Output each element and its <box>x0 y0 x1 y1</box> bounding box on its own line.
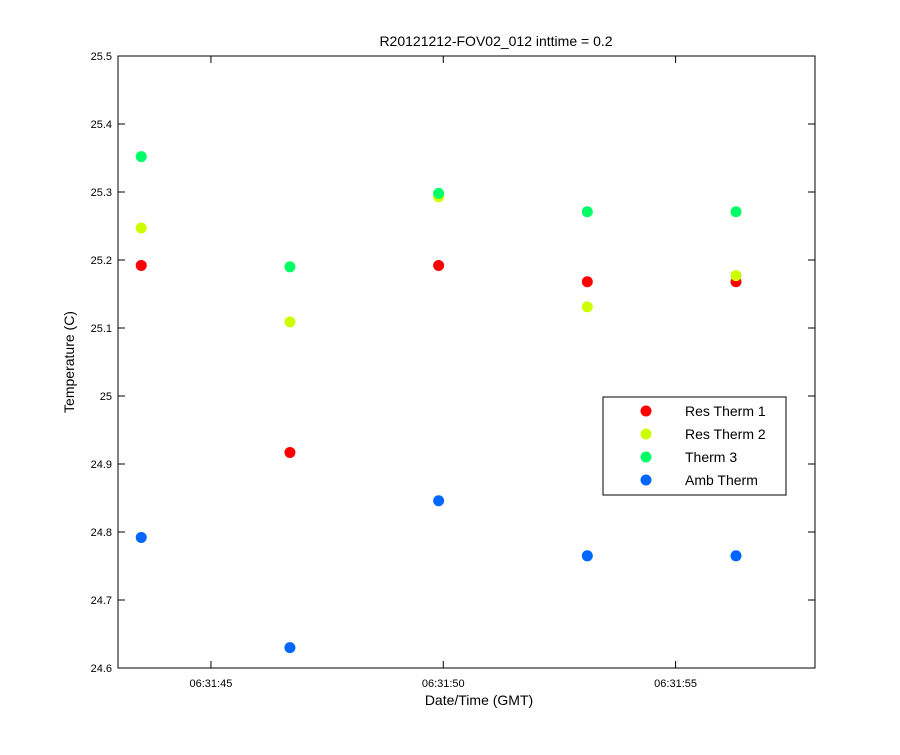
data-point <box>284 642 296 654</box>
y-axis-label: Temperature (C) <box>61 311 77 413</box>
y-tick-label: 25.5 <box>91 51 112 63</box>
x-tick-label: 06:31:55 <box>654 678 697 690</box>
y-tick-label: 24.6 <box>91 663 112 675</box>
x-tick-label: 06:31:45 <box>190 678 233 690</box>
data-point <box>730 270 742 282</box>
data-point <box>284 261 296 273</box>
data-point <box>433 259 445 271</box>
x-axis-ticks: 06:31:45 06:31:50 06:31:55 <box>190 56 697 690</box>
data-point <box>581 550 593 562</box>
data-point <box>730 550 742 562</box>
legend-label: Amb Therm <box>685 472 758 488</box>
legend-marker <box>640 405 652 417</box>
legend: Res Therm 1 Res Therm 2 Therm 3 Amb Therm <box>602 396 787 496</box>
x-tick-label: 06:31:50 <box>422 678 465 690</box>
data-point <box>135 222 147 234</box>
y-tick-label: 24.8 <box>91 527 112 539</box>
chart-title: R20121212-FOV02_012 inttime = 0.2 <box>379 33 612 49</box>
data-point <box>581 206 593 218</box>
data-point <box>284 316 296 328</box>
data-point <box>135 259 147 271</box>
legend-marker <box>640 428 652 440</box>
data-point <box>284 446 296 458</box>
data-point <box>135 531 147 543</box>
legend-marker <box>640 474 652 486</box>
legend-label: Therm 3 <box>685 449 737 465</box>
y-tick-label: 25.2 <box>91 255 112 267</box>
y-tick-label: 25 <box>100 391 112 403</box>
legend-marker <box>640 451 652 463</box>
data-point <box>581 276 593 288</box>
y-tick-label: 24.9 <box>91 459 112 471</box>
data-point <box>433 495 445 507</box>
legend-label: Res Therm 1 <box>685 403 766 419</box>
y-tick-label: 25.4 <box>91 119 112 131</box>
data-points <box>135 151 742 654</box>
data-point <box>581 301 593 313</box>
y-tick-label: 24.7 <box>91 595 112 607</box>
y-tick-label: 25.3 <box>91 187 112 199</box>
data-point <box>730 206 742 218</box>
y-axis-ticks: 24.6 24.7 24.8 24.9 25 25.1 25.2 25.3 25.4 25.5 <box>91 51 815 675</box>
legend-label: Res Therm 2 <box>685 426 766 442</box>
y-tick-label: 25.1 <box>91 323 112 335</box>
legend-box <box>602 396 787 496</box>
plot-area <box>117 55 816 669</box>
x-axis-label: Date/Time (GMT) <box>425 692 533 708</box>
data-point <box>433 187 445 199</box>
data-point <box>135 151 147 163</box>
